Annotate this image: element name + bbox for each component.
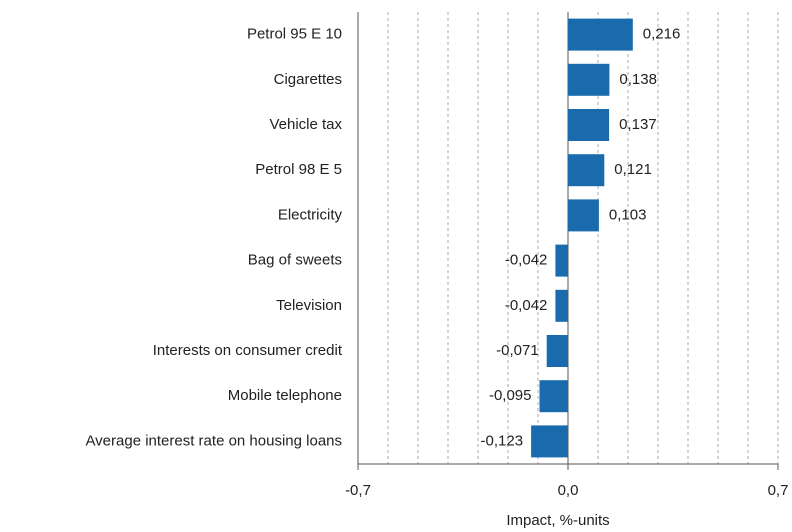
x-tick-label: 0,7 [768, 482, 789, 499]
value-label: -0,042 [505, 252, 548, 269]
y-tick-label: Bag of sweets [248, 252, 342, 269]
value-label: -0,071 [496, 342, 539, 359]
bar [555, 244, 568, 277]
y-tick-label: Vehicle tax [269, 116, 342, 133]
bar [546, 335, 568, 367]
y-tick-label: Mobile telephone [228, 387, 342, 404]
y-tick-label: Petrol 95 E 10 [247, 26, 342, 43]
bar [531, 425, 568, 458]
y-tick-label: Petrol 98 E 5 [255, 161, 342, 178]
bar [555, 289, 568, 322]
bar [539, 380, 568, 413]
value-label: 0,138 [619, 71, 657, 88]
y-tick-label: Cigarettes [274, 71, 342, 88]
value-label: 0,103 [609, 206, 647, 223]
bar [568, 18, 633, 51]
value-label: -0,042 [505, 297, 548, 314]
x-tick-label: -0,7 [345, 482, 371, 499]
y-tick-label: Television [276, 297, 342, 314]
value-label: -0,095 [489, 387, 532, 404]
value-label: 0,216 [643, 26, 681, 43]
bar [568, 199, 599, 232]
bar [568, 63, 610, 96]
value-label: 0,137 [619, 116, 657, 133]
y-tick-label: Electricity [278, 206, 343, 223]
x-tick-label: 0,0 [558, 482, 579, 499]
x-axis-title: Impact, %-units [506, 512, 609, 529]
value-label: 0,121 [614, 161, 652, 178]
bar [568, 154, 605, 187]
y-tick-label: Average interest rate on housing loans [85, 432, 342, 449]
y-tick-label: Interests on consumer credit [153, 342, 343, 359]
value-label: -0,123 [481, 432, 524, 449]
bar [568, 109, 610, 141]
